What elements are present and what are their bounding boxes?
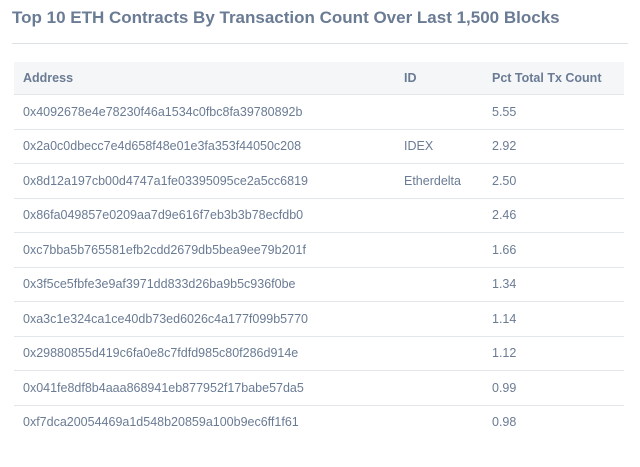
column-header-address[interactable]: Address — [23, 71, 74, 85]
address-cell: 0x041fe8df8b4aaa868941eb877952f17babe57d… — [23, 380, 304, 395]
table-row: 0x041fe8df8b4aaa868941eb877952f17babe57d… — [14, 371, 624, 406]
address-cell: 0xf7dca20054469a1d548b20859a100b9ec6ff1f… — [23, 415, 299, 430]
pct-cell: 1.66 — [492, 242, 517, 257]
pct-cell: 0.98 — [492, 415, 517, 430]
table-row: 0x3f5ce5fbfe3e9af3971dd833d26ba9b5c936f0… — [14, 268, 624, 302]
address-cell: 0x8d12a197cb00d4747a1fe03395095ce2a5cc68… — [23, 173, 308, 188]
table-row: 0x8d12a197cb00d4747a1fe03395095ce2a5cc68… — [14, 164, 624, 199]
table-header: Address ID Pct Total Tx Count — [14, 62, 624, 95]
table-row: 0x4092678e4e78230f46a1534c0fbc8fa3978089… — [14, 95, 624, 130]
address-cell: 0x3f5ce5fbfe3e9af3971dd833d26ba9b5c936f0… — [23, 277, 296, 292]
address-cell: 0x4092678e4e78230f46a1534c0fbc8fa3978089… — [23, 104, 303, 119]
pct-cell: 0.99 — [492, 380, 517, 395]
address-cell: 0xc7bba5b765581efb2cdd2679db5bea9ee79b20… — [23, 242, 306, 257]
pct-cell: 1.34 — [492, 277, 517, 292]
pct-cell: 5.55 — [492, 104, 517, 119]
address-cell: 0x29880855d419c6fa0e8c7fdfd985c80f286d91… — [23, 346, 299, 361]
pct-cell: 1.12 — [492, 346, 517, 361]
page-title: Top 10 ETH Contracts By Transaction Coun… — [12, 8, 560, 27]
contracts-table: Address ID Pct Total Tx Count 0x4092678e… — [14, 62, 624, 439]
pct-cell: 2.92 — [492, 139, 517, 154]
address-cell: 0xa3c1e324ca1ce40db73ed6026c4a177f099b57… — [23, 311, 308, 326]
id-cell: IDEX — [404, 139, 434, 154]
title-divider — [12, 43, 628, 44]
pct-cell: 2.46 — [492, 208, 517, 223]
table-row: 0xa3c1e324ca1ce40db73ed6026c4a177f099b57… — [14, 302, 624, 337]
address-cell: 0x2a0c0dbecc7e4d658f48e01e3fa353f44050c2… — [23, 139, 302, 154]
table-row: 0x2a0c0dbecc7e4d658f48e01e3fa353f44050c2… — [14, 130, 624, 164]
table-row: 0xf7dca20054469a1d548b20859a100b9ec6ff1f… — [14, 406, 624, 440]
table-row: 0x86fa049857e0209aa7d9e616f7eb3b3b78ecfd… — [14, 199, 624, 233]
table-row: 0xc7bba5b765581efb2cdd2679db5bea9ee79b20… — [14, 233, 624, 268]
id-cell: Etherdelta — [404, 173, 461, 188]
address-cell: 0x86fa049857e0209aa7d9e616f7eb3b3b78ecfd… — [23, 208, 304, 223]
column-header-id[interactable]: ID — [404, 71, 417, 85]
table-row: 0x29880855d419c6fa0e8c7fdfd985c80f286d91… — [14, 337, 624, 371]
pct-cell: 2.50 — [492, 173, 517, 188]
pct-cell: 1.14 — [492, 311, 517, 326]
column-header-pct-total-tx-count[interactable]: Pct Total Tx Count — [492, 71, 602, 85]
